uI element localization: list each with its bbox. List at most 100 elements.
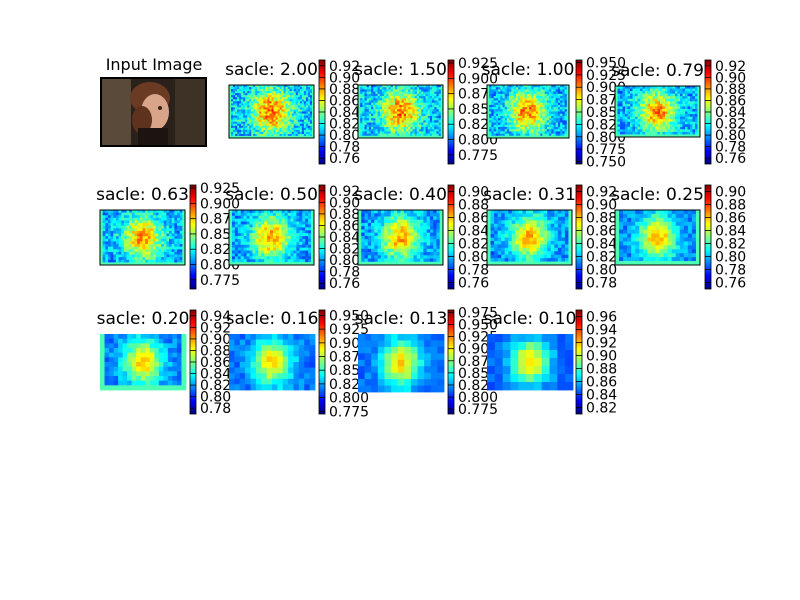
heatmap-cell xyxy=(307,105,311,108)
heatmap-cell xyxy=(515,124,519,128)
heatmap-cell xyxy=(283,109,287,112)
heatmap-cell xyxy=(153,212,157,216)
heatmap-cell xyxy=(261,101,264,104)
heatmap-cell xyxy=(302,238,306,243)
heatmap-cell xyxy=(251,99,254,102)
heatmap-cell xyxy=(377,98,381,101)
heatmap-cell xyxy=(675,96,678,100)
heatmap-cell xyxy=(364,109,368,112)
heatmap-cell xyxy=(412,131,416,134)
heatmap-cell xyxy=(685,86,688,89)
heatmap-cell xyxy=(177,210,181,214)
heatmap-cell xyxy=(126,236,130,240)
heatmap-cell xyxy=(498,118,501,121)
heatmap-cell xyxy=(142,257,146,261)
heatmap-cell xyxy=(399,98,402,101)
heatmap-cell xyxy=(269,117,272,121)
heatmap-cell xyxy=(513,85,517,88)
heatmap-cell xyxy=(241,133,244,137)
heatmap-cell xyxy=(436,91,440,95)
heatmap-cell xyxy=(272,259,277,263)
heatmap-cell xyxy=(100,236,104,240)
heatmap-cell xyxy=(377,118,381,121)
heatmap-cell xyxy=(169,241,173,245)
heatmap-cell xyxy=(241,111,244,114)
heatmap-cell xyxy=(129,217,133,221)
heatmap-cell xyxy=(237,247,242,251)
heatmap-cell xyxy=(632,106,636,110)
heatmap-cell xyxy=(423,113,426,117)
heatmap-cell xyxy=(529,98,532,101)
heatmap-cell xyxy=(562,91,565,95)
heatmap-cell xyxy=(690,129,693,133)
heatmap-cell xyxy=(273,125,276,129)
heatmap-cell xyxy=(277,85,280,88)
heatmap-cell xyxy=(675,114,678,117)
heatmap-cell xyxy=(434,96,437,99)
heatmap-cell xyxy=(657,106,661,110)
heatmap-cell xyxy=(142,228,146,232)
heatmap-cell xyxy=(637,121,641,125)
heatmap-cell xyxy=(506,126,510,130)
heatmap-cell xyxy=(287,95,291,98)
heatmap-cell xyxy=(259,123,262,127)
heatmap-cell xyxy=(421,135,424,139)
heatmap-cell xyxy=(438,111,442,115)
heatmap-cell xyxy=(275,238,280,243)
heatmap-cell xyxy=(134,236,138,240)
heatmap-cell xyxy=(231,250,236,254)
heatmap-cell xyxy=(237,115,240,119)
heatmap-cell xyxy=(540,109,543,112)
heatmap-cell xyxy=(362,124,365,128)
heatmap-cell xyxy=(269,91,272,94)
heatmap-cell xyxy=(436,85,440,88)
heatmap-cell xyxy=(174,257,178,261)
heatmap-cell xyxy=(158,230,162,234)
heatmap-cell xyxy=(551,113,554,117)
heatmap-cell xyxy=(129,225,133,229)
heatmap-cell xyxy=(685,134,688,138)
heatmap-cell xyxy=(229,103,232,106)
heatmap-cell xyxy=(229,218,233,222)
heatmap-cell xyxy=(690,131,693,135)
heatmap-cell xyxy=(115,257,119,261)
heatmap-cell xyxy=(692,96,696,100)
heatmap-cell xyxy=(229,119,232,123)
heatmap-cell xyxy=(487,104,490,108)
heatmap-cell xyxy=(231,121,234,125)
heatmap-cell xyxy=(264,259,268,263)
heatmap-cell xyxy=(566,96,570,99)
heatmap-cell xyxy=(416,135,420,139)
heatmap-cell xyxy=(622,88,626,92)
heatmap-cell xyxy=(377,126,381,130)
heatmap-cell xyxy=(615,93,618,97)
heatmap-cell xyxy=(373,98,376,101)
heatmap-cell xyxy=(295,111,299,114)
heatmap-cell xyxy=(295,131,299,135)
heatmap-cell xyxy=(231,131,234,135)
heatmap-cell xyxy=(275,259,280,263)
heatmap-cell xyxy=(299,236,303,240)
heatmap-cell xyxy=(303,135,307,139)
heatmap-cell xyxy=(432,104,435,108)
heatmap-cell xyxy=(301,89,305,92)
heatmap-cell xyxy=(237,210,242,214)
heatmap-cell xyxy=(632,93,636,97)
heatmap-cell xyxy=(277,93,280,96)
heatmap-cell xyxy=(287,224,291,228)
heatmap-cell xyxy=(491,89,495,93)
heatmap-cell xyxy=(520,115,523,119)
heatmap-cell xyxy=(403,133,407,137)
heatmap-cell xyxy=(100,212,104,216)
heatmap-cell xyxy=(100,223,104,227)
heatmap-cell xyxy=(161,233,165,237)
heatmap-cell xyxy=(537,126,541,130)
heatmap-cell xyxy=(252,221,256,225)
heatmap-cell xyxy=(432,109,435,112)
heatmap-cell xyxy=(487,124,490,128)
heatmap-cell xyxy=(269,133,272,137)
heatmap-cell xyxy=(290,230,294,234)
heatmap-cell xyxy=(139,244,143,248)
heatmap-cell xyxy=(368,120,372,123)
heatmap-cell xyxy=(235,89,238,92)
